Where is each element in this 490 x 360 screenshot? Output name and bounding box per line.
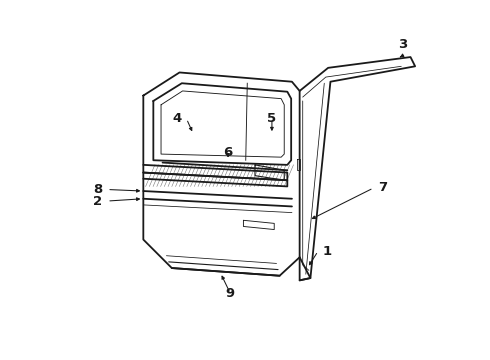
Text: 1: 1 — [323, 244, 332, 258]
Text: 7: 7 — [378, 181, 387, 194]
Text: 8: 8 — [93, 183, 102, 196]
Text: 2: 2 — [94, 194, 102, 208]
Text: 3: 3 — [398, 38, 408, 51]
Text: 6: 6 — [223, 146, 233, 159]
Text: 9: 9 — [226, 287, 235, 300]
Text: 4: 4 — [172, 112, 182, 125]
Text: 5: 5 — [268, 112, 276, 125]
